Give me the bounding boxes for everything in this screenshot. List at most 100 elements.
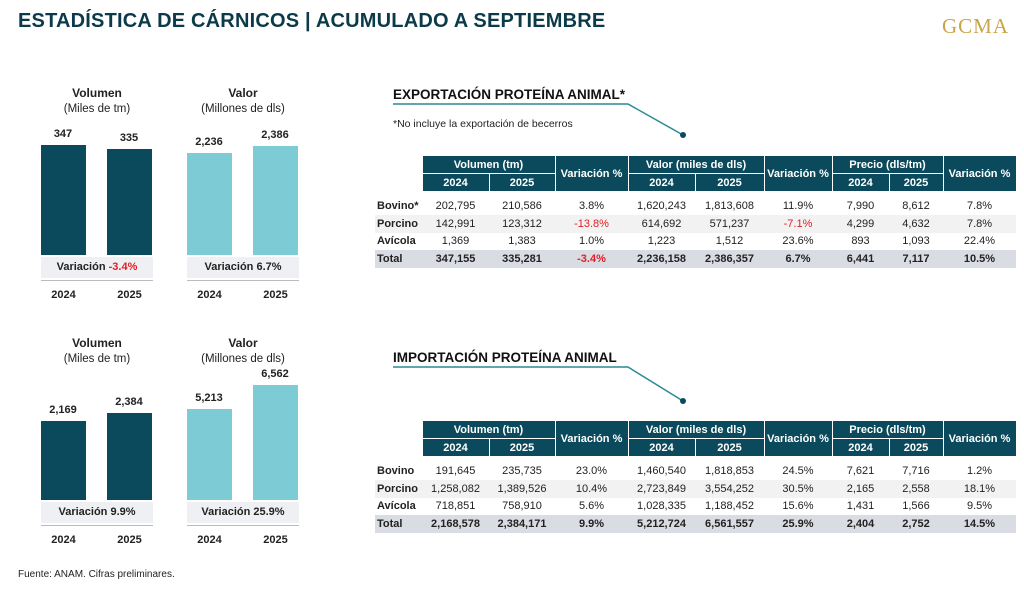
header-valor: Valor (miles de dls) <box>627 155 765 174</box>
bar-value-label: 6,562 <box>261 368 289 380</box>
bar-value-label: 5,213 <box>195 391 223 404</box>
chart-subtitle: (Miles de tm) <box>63 103 131 115</box>
chart-subtitle: (Miles de tm) <box>63 353 131 365</box>
variation-box: Variación 25.9% <box>187 502 299 523</box>
export-table: Volumen (tm) Variación % Valor (miles de d… <box>375 155 1017 268</box>
cell: 14.5% <box>943 515 1016 533</box>
cell: 1,188,452 <box>705 500 754 513</box>
row-label: Bovino <box>377 465 415 478</box>
cell: 7.8% <box>943 215 1016 233</box>
cell: 1.0% <box>578 235 605 248</box>
export-title-underline <box>393 103 686 138</box>
bar-2025 <box>107 148 152 255</box>
row-label: Porcino <box>375 480 422 498</box>
header-year: 2024 <box>831 438 890 457</box>
x-axis <box>41 280 153 281</box>
cell: 3,554,252 <box>695 480 764 498</box>
x-tick-label: 2025 <box>117 534 142 546</box>
cell: 6,441 <box>832 250 889 268</box>
cell: 1,431 <box>846 500 875 513</box>
bar-value-label: 2,236 <box>195 135 223 148</box>
cell: 2,558 <box>889 480 943 498</box>
cell: 30.5% <box>764 480 832 498</box>
variation-box: Variación -3.4% <box>41 257 153 278</box>
header-variacion: Variación % <box>554 155 629 192</box>
bar-2024 <box>187 152 232 255</box>
header-year: 2025 <box>694 173 765 192</box>
cell: 2,165 <box>832 480 889 498</box>
cell: 9.5% <box>966 500 993 513</box>
x-tick-label: 2024 <box>51 289 76 301</box>
bar-2025 <box>253 385 298 500</box>
x-tick-label: 2024 <box>197 534 222 546</box>
header-variacion: Variación % <box>763 420 833 457</box>
cell: 2,386,357 <box>695 250 764 268</box>
cell: 8,612 <box>902 200 930 213</box>
bar-value-label: 2,169 <box>49 403 77 416</box>
table-row: Bovino 191,645 235,735 23.0% 1,460,540 1,818,… <box>375 463 1016 481</box>
cell: 1,566 <box>902 500 930 513</box>
x-tick-label: 2025 <box>117 289 142 301</box>
cell: -7.1% <box>764 215 832 233</box>
cell: 1,383 <box>508 235 536 248</box>
cell: 758,910 <box>502 500 542 513</box>
variation-value: -3.4% <box>108 261 138 273</box>
cell: 1,460,540 <box>637 465 686 478</box>
bar-2024 <box>41 420 86 500</box>
cell: 1,093 <box>902 235 930 248</box>
row-label: Bovino* <box>377 200 419 213</box>
chart-title: Volumen <box>72 336 122 350</box>
header-precio: Precio (dls/tm) <box>831 420 944 439</box>
export-title: EXPORTACIÓN PROTEÍNA ANIMAL* <box>393 87 626 102</box>
page-title: ESTADÍSTICA DE CÁRNICOS | ACUMULADO A SE… <box>18 10 606 32</box>
bar-value-label: 335 <box>119 131 139 144</box>
cell: 22.4% <box>963 235 996 248</box>
cell: 1,620,243 <box>637 200 686 213</box>
variation-value: 9.9% <box>110 506 136 518</box>
header-year: 2024 <box>627 173 696 192</box>
header-year: 2024 <box>421 438 490 457</box>
cell: 7.8% <box>966 200 993 213</box>
x-axis <box>187 525 299 526</box>
bar-2024 <box>41 145 86 255</box>
x-tick-label: 2024 <box>51 534 76 546</box>
row-label: Avícola <box>377 235 416 248</box>
cell: 7,990 <box>846 200 875 213</box>
row-label: Total <box>375 250 422 268</box>
cell: 142,991 <box>422 215 489 233</box>
header-year: 2024 <box>831 173 890 192</box>
cell: 893 <box>851 235 870 248</box>
source-footer: Fuente: ANAM. Cifras preliminares. <box>18 569 175 580</box>
cell: 6,561,557 <box>695 515 764 533</box>
cell: 191,645 <box>435 465 476 478</box>
bar-value-label: 347 <box>53 128 73 140</box>
chart-subtitle: (Millones de dls) <box>201 353 285 365</box>
header-volumen: Volumen (tm) <box>421 420 556 439</box>
cell: 7,117 <box>889 250 943 268</box>
cell: 1,223 <box>647 235 676 248</box>
cell: 1,818,853 <box>705 465 754 478</box>
row-label: Porcino <box>375 215 422 233</box>
variation-box: Variación 6.7% <box>187 257 299 278</box>
x-tick-label: 2025 <box>263 534 288 546</box>
cell: 18.1% <box>943 480 1016 498</box>
table-row: Porcino 1,258,082 1,389,526 10.4% 2,723,849 3… <box>375 480 1016 498</box>
variation-label: Variación <box>58 506 108 518</box>
cell: 6.7% <box>764 250 832 268</box>
bar-2024 <box>187 408 232 500</box>
bar-value-label: 2,386 <box>261 129 289 141</box>
cell: 1,258,082 <box>422 480 489 498</box>
chart-title: Volumen <box>72 86 122 100</box>
cell: 23.0% <box>575 465 608 478</box>
variation-value: 25.9% <box>253 506 285 518</box>
row-label: Avícola <box>377 500 416 513</box>
cell: 2,723,849 <box>628 480 695 498</box>
table-row: Total 347,155 335,281 -3.4% 2,236,158 2,386,3… <box>375 250 1016 268</box>
cell: 25.9% <box>764 515 832 533</box>
cell: 23.6% <box>782 235 814 248</box>
x-tick-label: 2024 <box>197 289 222 301</box>
x-axis <box>41 525 153 526</box>
chart-title: Valor <box>228 86 258 100</box>
gcma-logo: GCMA <box>942 14 1010 38</box>
cell: 210,586 <box>502 200 542 213</box>
